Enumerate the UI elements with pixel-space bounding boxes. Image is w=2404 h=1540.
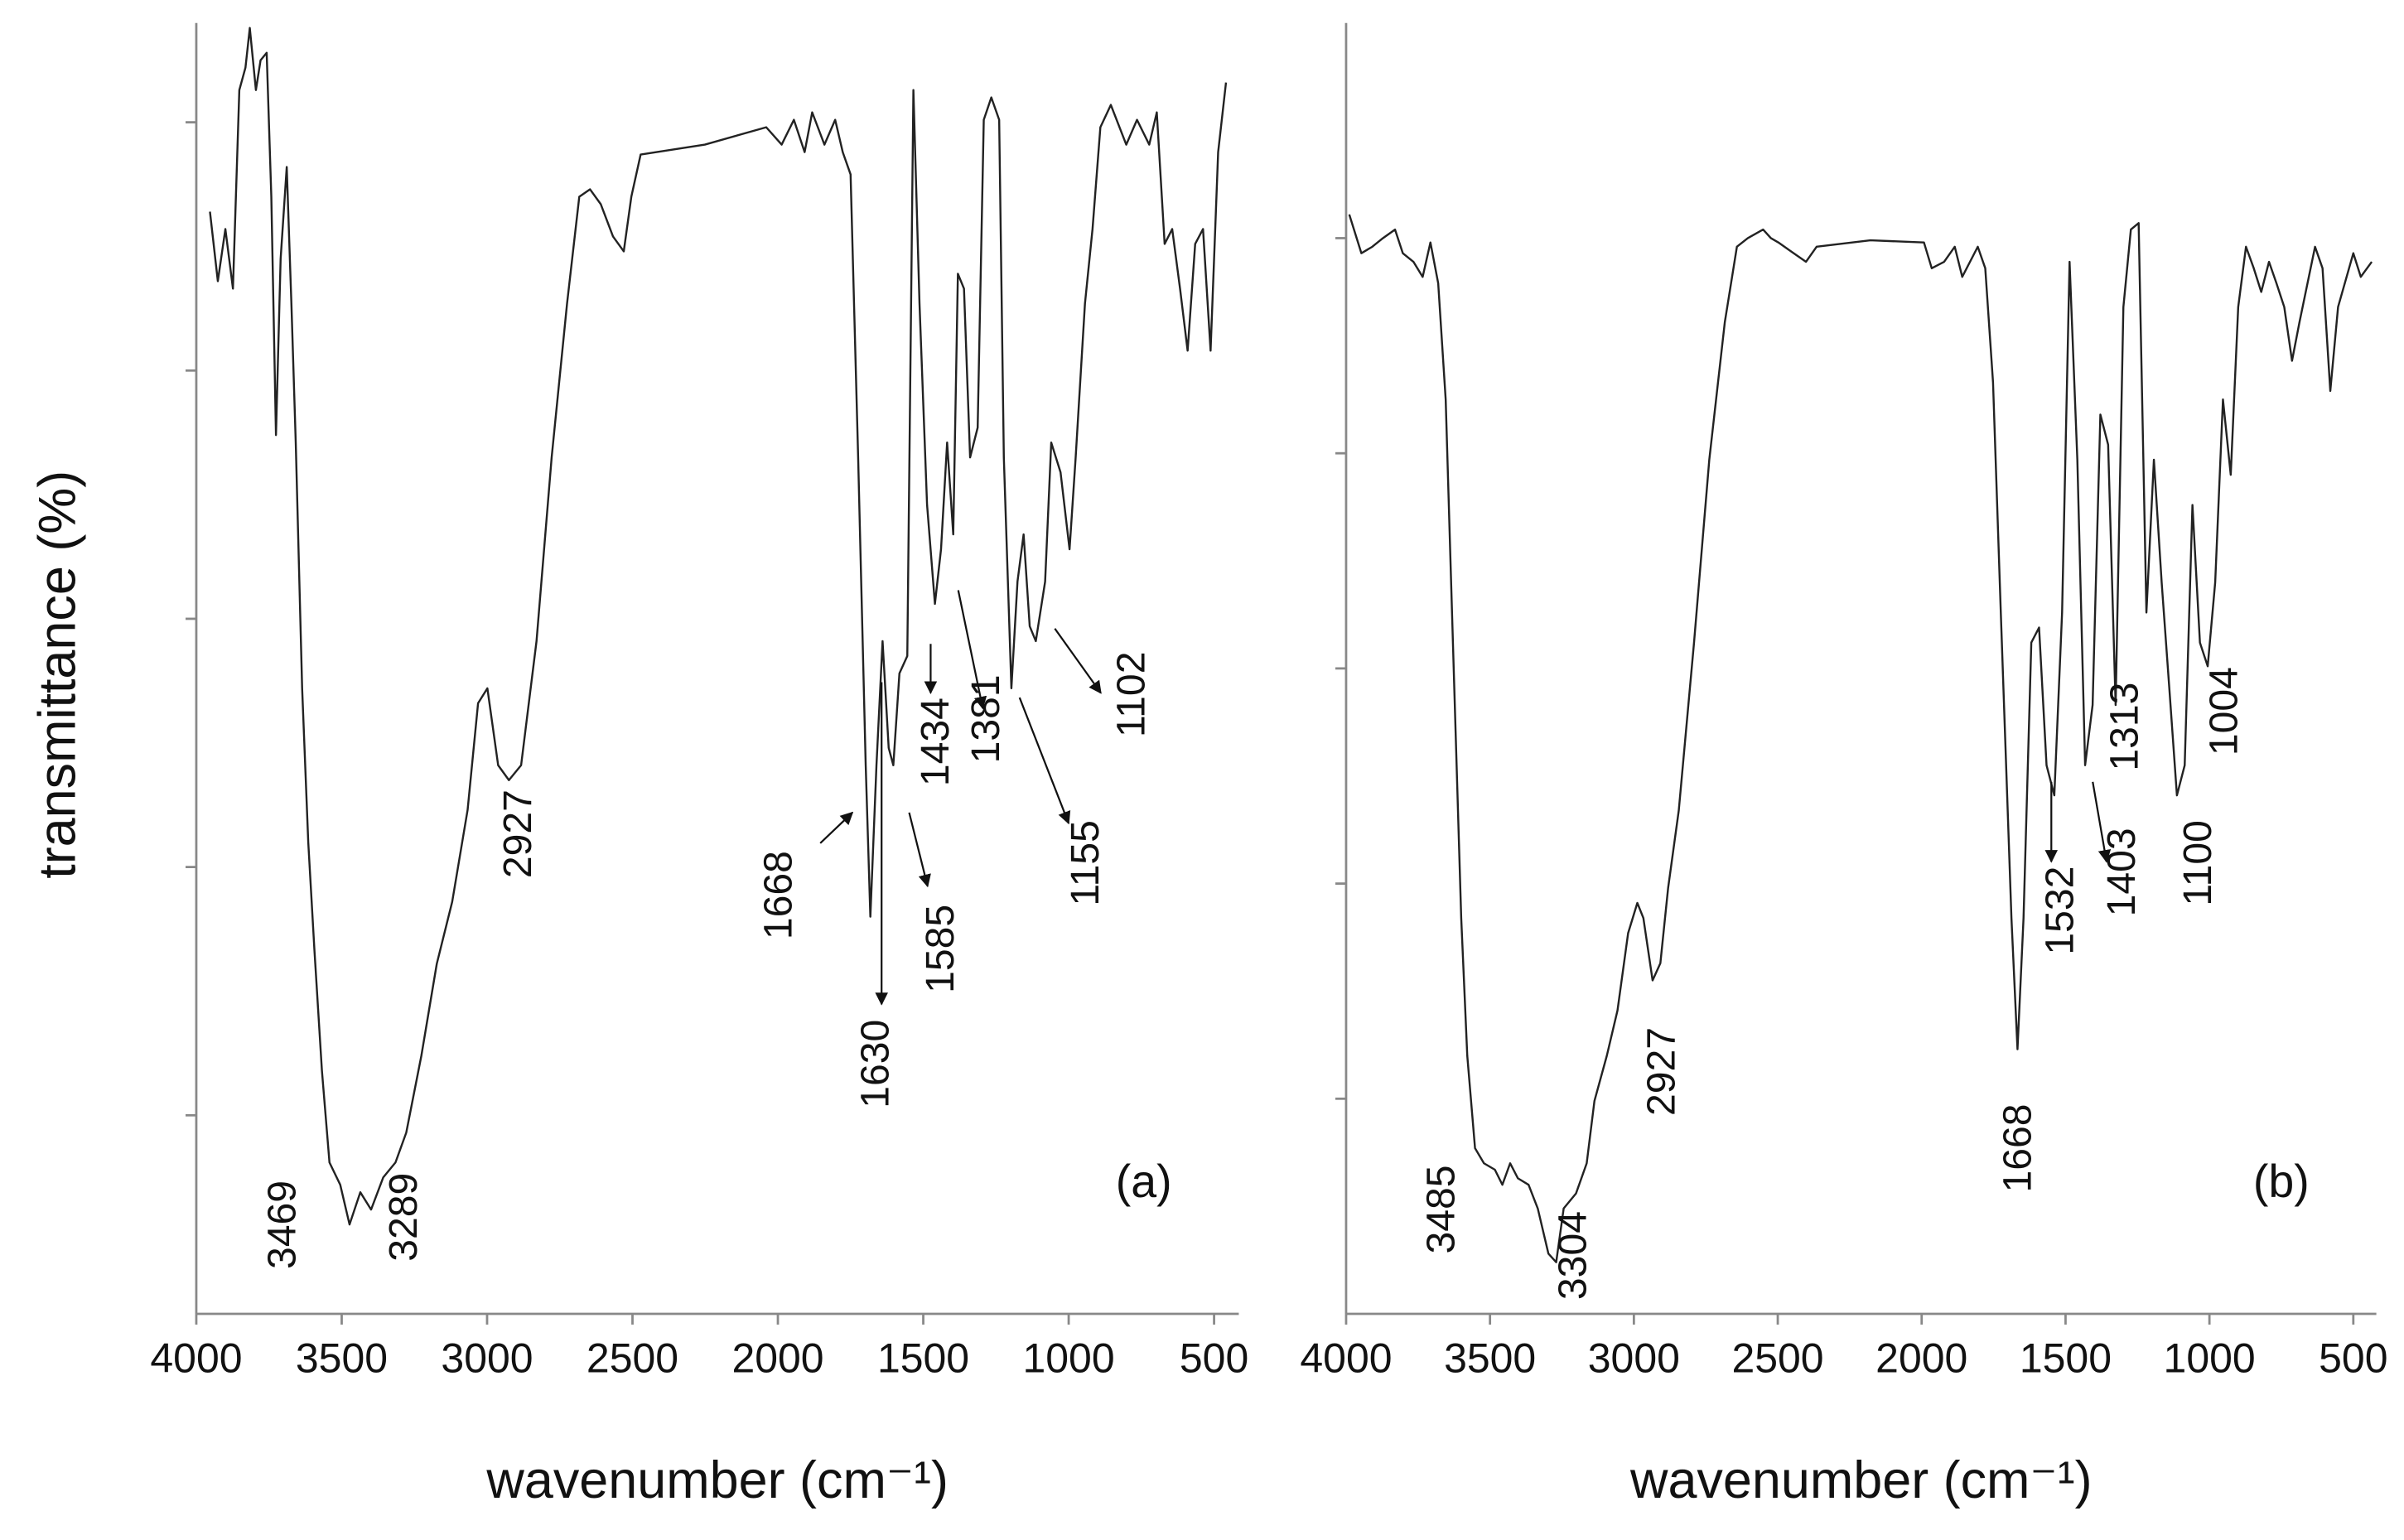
x-tick-label: 1000 <box>2164 1335 2256 1382</box>
peak-label: 1102 <box>1109 652 1154 737</box>
x-tick-label: 3500 <box>296 1335 388 1382</box>
spectrum-line <box>209 27 1228 1226</box>
y-axis-title: transmittance (%) <box>29 471 87 879</box>
x-tick-label: 2500 <box>587 1335 678 1382</box>
peak-label: 1004 <box>2202 667 2247 756</box>
x-axis-title: wavenumber (cm⁻¹) <box>1629 1451 2093 1509</box>
peak-arrow <box>819 811 854 844</box>
peak-arrow <box>2092 781 2112 863</box>
peak-label: 3485 <box>1418 1166 1463 1254</box>
x-tick-label: 500 <box>1180 1335 1248 1382</box>
x-tick-label: 1000 <box>1022 1335 1114 1382</box>
peak-arrow <box>1018 697 1071 825</box>
spectrum-line <box>1348 214 2373 1263</box>
panel-label: (b) <box>2253 1156 2310 1207</box>
panel-label: (a) <box>1116 1156 1172 1207</box>
x-tick-label: 500 <box>2319 1335 2387 1382</box>
x-tick-label: 2000 <box>1875 1335 1967 1382</box>
peak-label: 3289 <box>381 1173 426 1262</box>
peak-label: 1532 <box>2037 867 2082 955</box>
x-tick-label: 4000 <box>1300 1335 1392 1382</box>
peak-label: 1434 <box>913 698 958 786</box>
peak-label: 2927 <box>495 789 540 878</box>
x-tick-label: 1500 <box>2020 1335 2112 1382</box>
peak-label: 1668 <box>755 851 800 939</box>
peak-arrow <box>908 812 931 888</box>
x-tick-label: 4000 <box>150 1335 242 1382</box>
x-axis-title: wavenumber (cm⁻¹) <box>485 1451 949 1509</box>
x-tick-label: 2000 <box>731 1335 823 1382</box>
peak-label: 1155 <box>1063 820 1108 905</box>
peak-label: 2927 <box>1639 1027 1684 1116</box>
x-tick-label: 3000 <box>1588 1335 1680 1382</box>
peak-label: 1403 <box>2099 828 2144 916</box>
x-tick-label: 3000 <box>441 1335 533 1382</box>
peak-label: 1630 <box>852 1020 897 1108</box>
peak-label: 1668 <box>1995 1103 2040 1192</box>
peak-arrow <box>957 590 987 710</box>
peak-arrow <box>1054 628 1102 694</box>
peak-label: 1313 <box>2102 683 2146 771</box>
x-tick-label: 3500 <box>1444 1335 1536 1382</box>
x-tick-label: 1500 <box>877 1335 969 1382</box>
peak-label: 1381 <box>963 674 1008 763</box>
peak-label: 3469 <box>259 1180 304 1269</box>
peak-label: 1585 <box>918 905 963 993</box>
x-tick-label: 2500 <box>1731 1335 1823 1382</box>
peak-label: 1100 <box>2175 820 2220 905</box>
peak-label: 3304 <box>1551 1211 1595 1300</box>
